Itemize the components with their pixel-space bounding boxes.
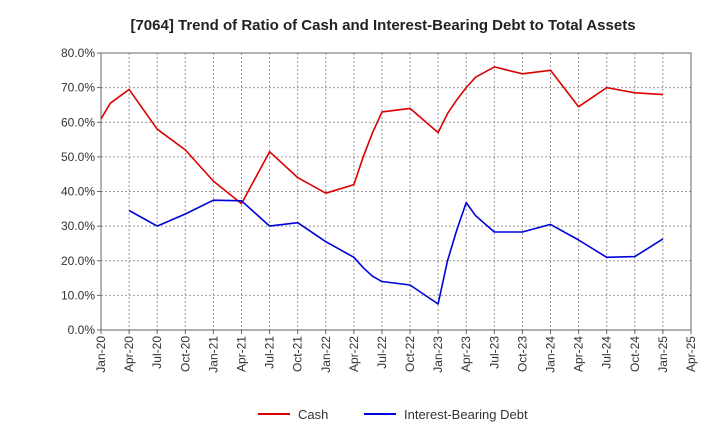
- y-tick-label: 0.0%: [68, 323, 96, 337]
- x-tick-label: Jan-24: [544, 336, 558, 373]
- x-tick-label: Jan-23: [431, 336, 445, 373]
- y-tick-label: 60.0%: [61, 115, 95, 129]
- x-tick-label: Jul-20: [150, 336, 164, 369]
- y-tick-label: 80.0%: [61, 46, 95, 60]
- x-tick-label: Jan-21: [206, 336, 220, 373]
- x-tick-label: Jan-20: [94, 336, 108, 373]
- series-line-interest-bearing-debt: [128, 199, 664, 305]
- y-tick-label: 40.0%: [61, 185, 95, 199]
- x-tick-label: Apr-22: [347, 336, 361, 372]
- x-tick-label: Apr-24: [572, 336, 586, 372]
- legend: Cash Interest-Bearing Debt: [258, 407, 528, 422]
- series-group: [100, 66, 664, 305]
- x-tick-label: Jul-21: [263, 336, 277, 369]
- x-tick-label: Oct-24: [628, 336, 642, 372]
- x-tick-label: Jul-24: [600, 336, 614, 369]
- x-tick-label: Oct-20: [178, 336, 192, 372]
- x-tick-label: Apr-21: [234, 336, 248, 372]
- y-tick-label: 20.0%: [61, 254, 95, 268]
- chart-title: [7064] Trend of Ratio of Cash and Intere…: [130, 17, 635, 34]
- y-tick-label: 10.0%: [61, 288, 95, 302]
- y-axis: 0.0% 10.0% 20.0% 30.0% 40.0% 50.0% 60.0% 70.0% 8…: [61, 46, 101, 337]
- x-axis: Jan-20 Apr-20 Jul-20 Oct-20 Jan-21 Apr-21 Jul-…: [94, 330, 698, 373]
- y-tick-label: 50.0%: [61, 150, 95, 164]
- x-tick-label: Jul-22: [375, 336, 389, 369]
- x-tick-label: Jan-22: [319, 336, 333, 373]
- x-tick-label: Apr-20: [122, 336, 136, 372]
- y-tick-label: 70.0%: [61, 81, 95, 95]
- legend-label: Cash: [298, 407, 328, 422]
- y-tick-label: 30.0%: [61, 219, 95, 233]
- x-tick-label: Jan-25: [656, 336, 670, 373]
- x-tick-label: Oct-22: [403, 336, 417, 372]
- x-tick-label: Apr-23: [459, 336, 473, 372]
- grid: [100, 52, 692, 331]
- x-tick-label: Jul-23: [487, 336, 501, 369]
- legend-label: Interest-Bearing Debt: [404, 407, 528, 422]
- x-tick-label: Oct-21: [291, 336, 305, 372]
- series-line-cash: [100, 66, 663, 205]
- x-tick-label: Apr-25: [684, 336, 698, 372]
- x-tick-label: Oct-23: [515, 336, 529, 372]
